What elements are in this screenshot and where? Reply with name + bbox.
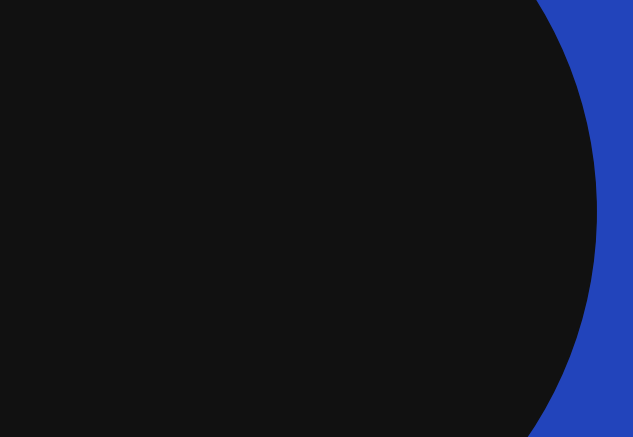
Text: 1000: 1000 bbox=[5, 0, 31, 37]
Circle shape bbox=[0, 0, 523, 437]
Circle shape bbox=[0, 7, 633, 437]
Text: Ω: Ω bbox=[199, 130, 218, 150]
Text: www.elecfans.com: www.elecfans.com bbox=[546, 417, 617, 426]
Text: $F_1$: $F_1$ bbox=[168, 271, 184, 287]
Text: $R_X$: $R_X$ bbox=[115, 353, 132, 368]
Text: $F_1$: $F_1$ bbox=[134, 137, 149, 153]
Circle shape bbox=[0, 0, 596, 437]
Text: M: M bbox=[456, 205, 475, 224]
Text: $F_2$: $F_2$ bbox=[256, 137, 271, 153]
Circle shape bbox=[0, 0, 429, 437]
Text: S: S bbox=[338, 192, 358, 221]
Text: $F_2$: $F_2$ bbox=[210, 271, 225, 287]
Circle shape bbox=[0, 0, 523, 437]
Text: $R$: $R$ bbox=[232, 354, 242, 368]
Text: $I$: $I$ bbox=[468, 77, 475, 97]
Text: 0: 0 bbox=[389, 38, 404, 50]
Text: N: N bbox=[14, 192, 37, 221]
Circle shape bbox=[0, 0, 429, 437]
Text: ∞: ∞ bbox=[0, 42, 17, 59]
